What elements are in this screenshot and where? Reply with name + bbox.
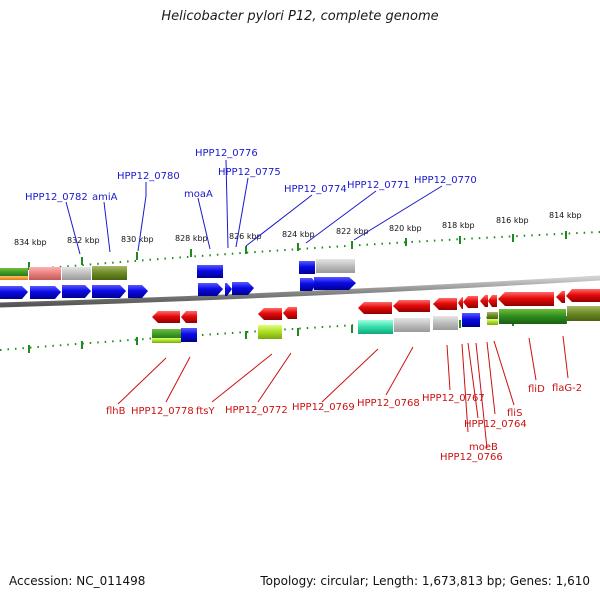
gene-arrow (62, 285, 91, 298)
bottom-leader-lines (117, 335, 569, 449)
gene-arrow (463, 296, 478, 308)
gene-arrow (433, 298, 457, 310)
gene-arrow (225, 283, 232, 296)
gene-label: HPP12_0769 (292, 402, 355, 413)
gene-label: moaA (184, 189, 213, 200)
gene-label: flaG-2 (552, 383, 582, 394)
gene-arrow (358, 302, 392, 314)
bottom-category-band (152, 306, 600, 343)
ruler-labels: 834 kbp 832 kbp 830 kbp 828 kbp 826 kbp … (14, 211, 582, 247)
gene-arrow (480, 295, 488, 307)
gene-arrow (566, 289, 600, 302)
gene-arrow (488, 295, 497, 307)
gene-label: HPP12_0764 (464, 419, 527, 430)
gene-label: HPP12_0782 (25, 192, 88, 203)
gene-label: HPP12_0768 (357, 398, 420, 409)
gene-label: HPP12_0771 (347, 180, 410, 191)
inner-tick-track (0, 311, 600, 351)
gene-arrow (458, 297, 463, 309)
ruler-label: 820 kbp (389, 224, 422, 233)
accession-label: Accession: NC_011498 (9, 574, 146, 588)
gene-arrow (198, 283, 223, 296)
gene-label: fliD (528, 384, 545, 395)
ruler-label: 832 kbp (67, 236, 100, 245)
gene-arrow (0, 286, 28, 299)
gene-label: HPP12_0772 (225, 405, 288, 416)
gene-label: amiA (92, 192, 118, 203)
gene-arrow (314, 277, 356, 290)
gene-arrow (181, 311, 197, 323)
gene-arrow (498, 292, 554, 306)
genome-backbone (0, 275, 600, 308)
gene-arrow (232, 282, 254, 295)
gene-label: HPP12_0776 (195, 148, 258, 159)
gene-arrow (92, 285, 126, 298)
inner-major-ticks (28, 316, 567, 353)
map-title: Helicobacter pylori P12, complete genome (161, 9, 439, 24)
reverse-genes (152, 289, 600, 323)
gene-arrow (258, 308, 282, 320)
ruler-label: 830 kbp (121, 235, 154, 244)
bottom-gene-labels: flhB HPP12_0778 ftsY HPP12_0772 HPP12_07… (106, 383, 582, 463)
gene-label: ftsY (196, 406, 215, 417)
outer-major-ticks (28, 231, 567, 270)
ruler-label: 814 kbp (549, 211, 582, 220)
gene-arrow (30, 286, 61, 299)
gene-label: fliS (507, 408, 522, 419)
top-category-band (0, 259, 355, 280)
ruler-label: 818 kbp (442, 221, 475, 230)
topology-label: Topology: circular; Length: 1,673,813 bp… (260, 574, 590, 588)
top-leader-lines (65, 159, 443, 255)
top-gene-labels: HPP12_0782 amiA HPP12_0780 moaA HPP12_07… (25, 148, 477, 203)
gene-arrow (128, 285, 148, 298)
gene-label: flhB (106, 406, 126, 417)
ruler-label: 824 kbp (282, 230, 315, 239)
gene-label: HPP12_0780 (117, 171, 180, 182)
gene-label: HPP12_0778 (131, 406, 194, 417)
gene-label: HPP12_0775 (218, 167, 281, 178)
gene-label: HPP12_0774 (284, 184, 347, 195)
ruler-label: 828 kbp (175, 234, 208, 243)
gene-label: HPP12_0766 (440, 452, 503, 463)
ruler-label: 822 kbp (336, 227, 369, 236)
ruler-label: 826 kbp (229, 232, 262, 241)
gene-arrow (300, 278, 316, 291)
gene-label: HPP12_0767 (422, 393, 485, 404)
gene-arrow (152, 311, 180, 323)
gene-label: HPP12_0770 (414, 175, 477, 186)
outer-tick-track (0, 231, 600, 273)
gene-arrow (283, 307, 297, 319)
ruler-label: 816 kbp (496, 216, 529, 225)
gene-arrow (556, 291, 565, 303)
gene-label: moeB (469, 442, 498, 453)
forward-genes (0, 277, 356, 299)
gene-arrow (393, 300, 430, 312)
ruler-label: 834 kbp (14, 238, 47, 247)
